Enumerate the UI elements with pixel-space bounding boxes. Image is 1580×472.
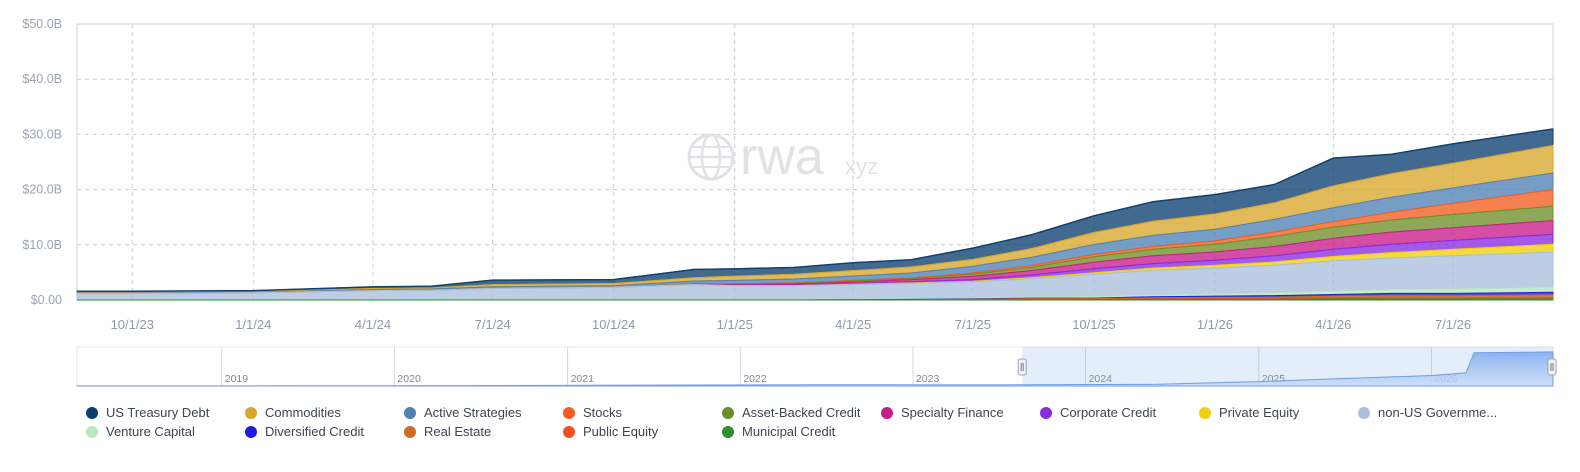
rwa-watermark: rwa xyz [687, 128, 878, 186]
legend-item-corporate-credit[interactable]: Corporate Credit [1040, 405, 1156, 420]
legend-label: US Treasury Debt [106, 405, 210, 420]
legend-swatch [1040, 406, 1052, 419]
navigator-year-label: 2023 [916, 373, 940, 385]
legend-label: Public Equity [583, 424, 659, 439]
legend-label: Asset-Backed Credit [742, 405, 861, 420]
x-tick-label: 1/1/24 [235, 317, 271, 332]
x-tick-label: 10/1/25 [1072, 317, 1115, 332]
legend-swatch [563, 406, 575, 419]
legend-label: Corporate Credit [1060, 405, 1157, 420]
legend-swatch [722, 406, 734, 419]
range-navigator[interactable]: 20192020202120222023202420252026 [76, 346, 1557, 387]
legend-label: Real Estate [424, 424, 492, 439]
legend-swatch [404, 425, 416, 438]
legend-swatch [722, 425, 734, 438]
watermark-suffix: xyz [845, 154, 878, 179]
legend-item-specialty-finance[interactable]: Specialty Finance [881, 405, 1004, 420]
legend-swatch [563, 425, 575, 438]
x-tick-label: 4/1/25 [835, 317, 871, 332]
legend-label: Venture Capital [106, 424, 195, 439]
legend-item-non-us-governme[interactable]: non-US Governme... [1358, 405, 1497, 420]
x-tick-label: 7/1/24 [475, 317, 511, 332]
legend-swatch [1358, 406, 1370, 419]
legend-item-active-strategies[interactable]: Active Strategies [404, 405, 522, 420]
y-tick-label: $0.00 [31, 293, 62, 307]
legend-item-commodities[interactable]: Commodities [245, 405, 341, 420]
legend-item-us-treasury-debt[interactable]: US Treasury Debt [86, 405, 209, 420]
watermark-brand: rwa [740, 128, 824, 186]
x-tick-label: 10/1/23 [111, 317, 154, 332]
legend-swatch [86, 406, 98, 419]
navigator-handle-left[interactable] [1017, 358, 1027, 376]
navigator-handle-right[interactable] [1547, 358, 1557, 376]
y-tick-label: $10.0B [22, 238, 62, 252]
x-tick-label: 4/1/26 [1315, 317, 1351, 332]
legend-label: Active Strategies [424, 405, 522, 420]
x-tick-label: 1/1/26 [1197, 317, 1233, 332]
legend-item-diversified-credit[interactable]: Diversified Credit [245, 424, 364, 439]
navigator-series [76, 351, 1554, 387]
y-tick-label: $50.0B [22, 17, 62, 31]
y-axis: $0.00 $10.0B $20.0B $30.0B $40.0B $50.0B [22, 17, 62, 307]
navigator-year-label: 2019 [225, 373, 249, 385]
legend-label: Stocks [583, 405, 623, 420]
x-tick-label: 7/1/25 [955, 317, 991, 332]
y-tick-label: $30.0B [22, 127, 62, 141]
legend-label: Municipal Credit [742, 424, 836, 439]
legend-swatch [1199, 406, 1211, 419]
legend-swatch [404, 406, 416, 419]
legend-label: Diversified Credit [265, 424, 364, 439]
navigator-year-label: 2020 [397, 373, 421, 385]
legend-item-asset-backed-credit[interactable]: Asset-Backed Credit [722, 405, 861, 420]
legend-item-municipal-credit[interactable]: Municipal Credit [722, 424, 835, 439]
legend-item-real-estate[interactable]: Real Estate [404, 424, 491, 439]
navigator-year-label: 2022 [743, 373, 767, 385]
legend-label: Specialty Finance [901, 405, 1004, 420]
navigator-year-label: 2024 [1089, 373, 1113, 385]
navigator-year-label: 2021 [571, 373, 595, 385]
legend-item-stocks[interactable]: Stocks [563, 405, 622, 420]
stacked-area-chart: rwa xyz $0.00 $10.0B $20.0B $30.0B $40.0B $50… [22, 17, 1557, 387]
legend-swatch [881, 406, 893, 419]
series-area-municipal-credit[interactable] [77, 298, 1554, 301]
navigator-selection[interactable] [1022, 347, 1553, 386]
legend-item-venture-capital[interactable]: Venture Capital [86, 424, 195, 439]
legend-item-private-equity[interactable]: Private Equity [1199, 405, 1299, 420]
legend-item-public-equity[interactable]: Public Equity [563, 424, 658, 439]
x-tick-label: 7/1/26 [1435, 317, 1471, 332]
legend-label: Commodities [265, 405, 341, 420]
y-tick-label: $40.0B [22, 72, 62, 86]
x-axis: 10/1/23 1/1/24 4/1/24 7/1/24 10/1/24 1/1/25 4/… [111, 317, 1472, 332]
x-tick-label: 10/1/24 [592, 317, 635, 332]
legend-label: Private Equity [1219, 405, 1300, 420]
legend-swatch [245, 425, 257, 438]
total-outline [77, 128, 1554, 292]
legend-swatch [86, 425, 98, 438]
chart-legend: US Treasury Debt Commodities Active Strate… [86, 405, 1556, 451]
x-tick-label: 1/1/25 [717, 317, 753, 332]
legend-swatch [245, 406, 257, 419]
x-tick-label: 4/1/24 [355, 317, 391, 332]
legend-label: non-US Governme... [1378, 405, 1498, 420]
globe-icon [687, 133, 735, 181]
y-tick-label: $20.0B [22, 183, 62, 197]
series-areas [76, 128, 1554, 301]
